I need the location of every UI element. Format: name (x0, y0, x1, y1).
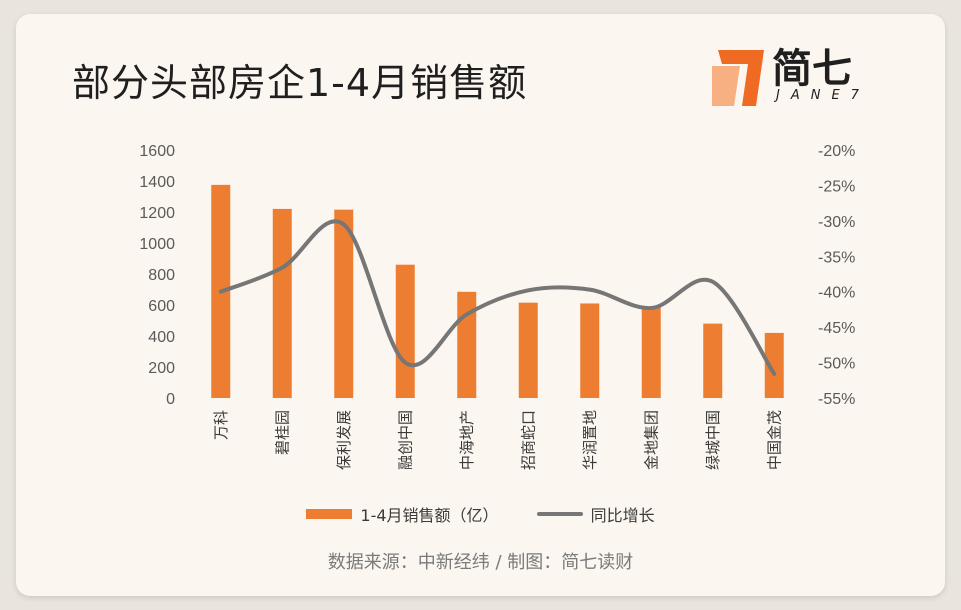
bar (395, 264, 415, 398)
category-label: 碧桂园 (273, 410, 291, 455)
category-label: 中国金茂 (765, 410, 783, 470)
bar-series (211, 184, 784, 398)
legend-label-bar: 1-4月销售额（亿） (360, 506, 499, 525)
right-tick-label: -40% (818, 285, 855, 302)
right-tick-label: -50% (818, 356, 855, 373)
right-tick-label: -20% (818, 143, 855, 160)
category-label: 绿城中国 (704, 410, 722, 470)
category-label: 保利发展 (335, 410, 353, 470)
category-label: 金地集团 (642, 410, 660, 470)
bar (641, 306, 661, 398)
left-axis-ticks: 0 200 400 600 800 1000 1200 1400 1600 (139, 143, 175, 408)
left-tick-label: 400 (148, 329, 175, 346)
category-label: 华润置地 (581, 410, 599, 470)
right-tick-label: -25% (818, 178, 855, 195)
source-note: 数据来源：中新经纬 / 制图：简七读财 (327, 552, 634, 573)
legend-swatch-line (536, 512, 583, 516)
bar (334, 209, 354, 398)
right-tick-label: -35% (818, 249, 855, 266)
category-label: 融创中国 (396, 410, 414, 470)
legend-item-bar: 1-4月销售额（亿） (306, 502, 499, 526)
right-tick-label: -45% (818, 320, 855, 337)
bar (764, 332, 784, 398)
legend-label-line: 同比增长 (590, 506, 655, 525)
left-tick-label: 1000 (139, 236, 175, 253)
left-tick-label: 0 (166, 391, 175, 408)
left-tick-label: 1400 (139, 174, 175, 191)
bar (518, 302, 538, 398)
category-label: 招商蛇口 (519, 410, 537, 470)
category-label: 中海地产 (458, 410, 476, 470)
left-tick-label: 1200 (139, 205, 175, 222)
logo-text: 简七 (772, 46, 852, 92)
category-labels: 万科 碧桂园 保利发展 融创中国 中海地产 招商蛇口 华润置地 金地集团 绿城中国 中国金茂 (212, 410, 784, 470)
bar (457, 291, 477, 398)
logo-subtext: JANE7 (776, 88, 870, 103)
legend-swatch-bar (306, 509, 353, 519)
left-tick-label: 800 (148, 267, 175, 284)
line-series (218, 219, 777, 376)
left-tick-label: 200 (148, 360, 175, 377)
bar (580, 303, 600, 398)
bar (272, 208, 292, 398)
legend: 1-4月销售额（亿） 同比增长 (0, 502, 961, 526)
chart-title: 部分头部房企1-4月销售额 (72, 61, 528, 105)
left-tick-label: 600 (148, 298, 175, 315)
category-label: 万科 (212, 410, 230, 440)
right-tick-label: -55% (818, 391, 855, 408)
jane7-logo-icon (712, 50, 764, 106)
left-tick-label: 1600 (139, 143, 175, 160)
legend-item-line: 同比增长 (536, 502, 655, 526)
bar (703, 323, 723, 398)
right-axis-ticks: -55% -50% -45% -40% -35% -30% -25% -20% (818, 143, 855, 408)
right-tick-label: -30% (818, 214, 855, 231)
growth-line (218, 219, 777, 376)
